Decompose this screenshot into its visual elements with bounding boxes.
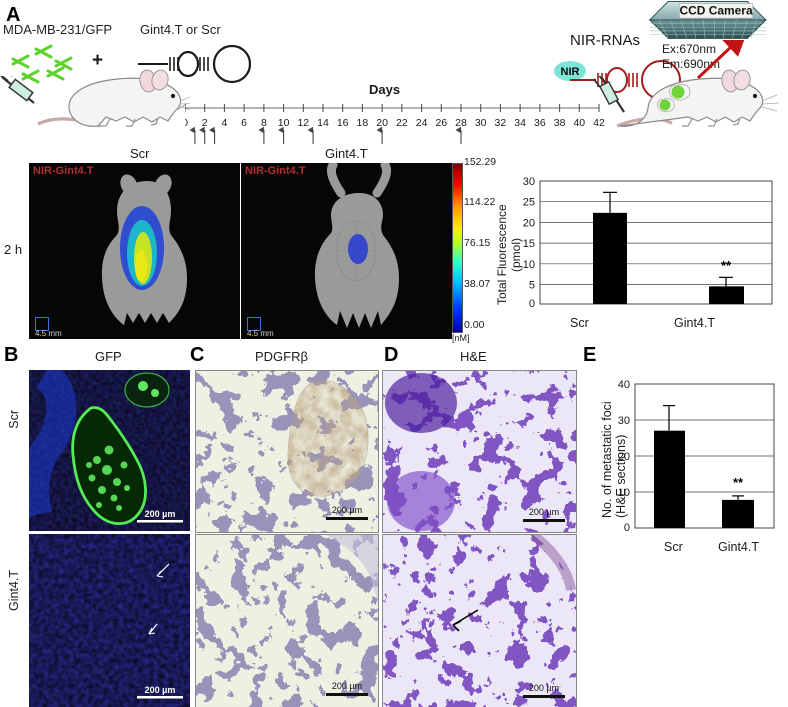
- svg-text:18: 18: [357, 117, 369, 129]
- svg-text:26: 26: [435, 117, 447, 129]
- svg-text:15: 15: [523, 238, 535, 250]
- svg-text:0: 0: [529, 298, 535, 310]
- svg-text:CCD Camera: CCD Camera: [680, 3, 753, 17]
- svg-text:22: 22: [396, 117, 408, 129]
- svg-text:16: 16: [337, 117, 349, 129]
- svg-text:8: 8: [261, 117, 267, 129]
- svg-text:30: 30: [618, 415, 630, 427]
- svg-text:200 µm: 200 µm: [529, 507, 559, 517]
- svg-text:24: 24: [416, 117, 428, 129]
- svg-text:20: 20: [618, 451, 630, 463]
- svg-text:28: 28: [455, 117, 467, 129]
- svg-text:36: 36: [534, 117, 546, 129]
- svg-text:12: 12: [297, 117, 309, 129]
- svg-text:**: **: [721, 258, 732, 273]
- svg-text:34: 34: [514, 117, 526, 129]
- svg-text:25: 25: [523, 197, 535, 209]
- svg-text:10: 10: [618, 487, 630, 499]
- svg-text:30: 30: [475, 117, 487, 129]
- svg-text:40: 40: [573, 117, 585, 129]
- svg-text:200 µm: 200 µm: [332, 505, 362, 515]
- svg-text:14: 14: [317, 117, 329, 129]
- svg-text:4: 4: [221, 117, 227, 129]
- svg-text:20: 20: [523, 217, 535, 229]
- svg-text:10: 10: [278, 117, 290, 129]
- svg-text:200 µm: 200 µm: [145, 509, 176, 519]
- svg-text:6: 6: [241, 117, 247, 129]
- svg-text:0: 0: [185, 117, 188, 129]
- svg-text:32: 32: [495, 117, 507, 129]
- svg-text:10: 10: [523, 259, 535, 271]
- svg-text:38: 38: [554, 117, 566, 129]
- svg-text:200 µm: 200 µm: [145, 685, 176, 695]
- svg-text:**: **: [733, 475, 744, 490]
- svg-text:0: 0: [624, 522, 630, 534]
- svg-text:200 µm: 200 µm: [529, 683, 559, 693]
- svg-text:2: 2: [202, 117, 208, 129]
- svg-text:30: 30: [523, 176, 535, 188]
- svg-text:40: 40: [618, 379, 630, 391]
- svg-text:200 µm: 200 µm: [332, 681, 362, 691]
- svg-text:20: 20: [376, 117, 388, 129]
- svg-text:5: 5: [529, 280, 535, 292]
- svg-text:NIR: NIR: [561, 66, 580, 78]
